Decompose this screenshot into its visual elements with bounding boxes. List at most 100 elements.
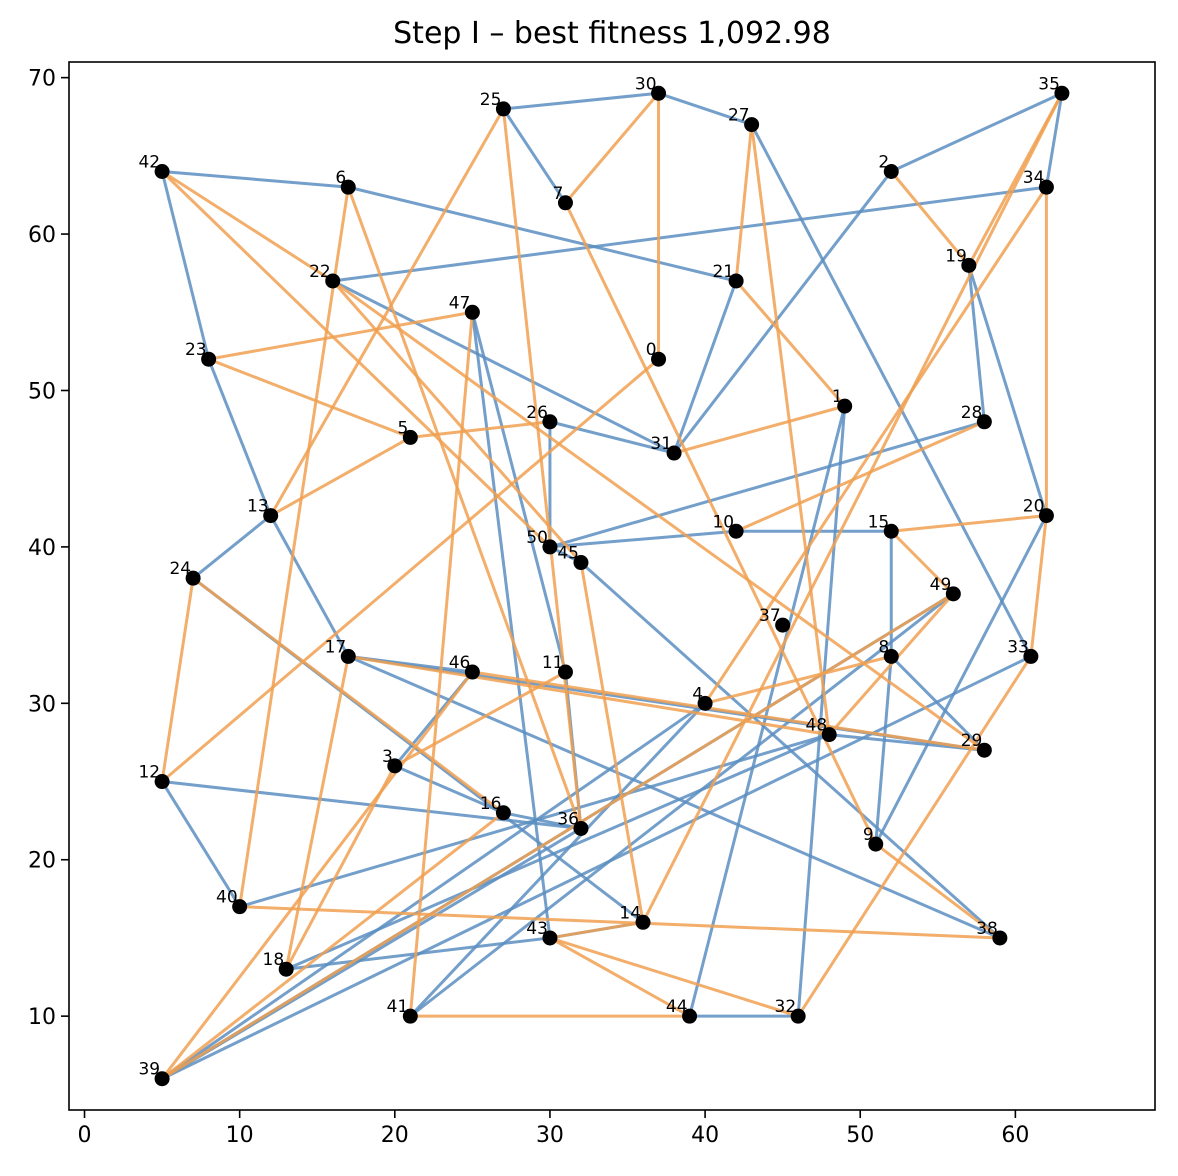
node-31 — [666, 445, 682, 461]
node-20 — [1038, 508, 1054, 524]
orange-edge-33-20 — [1029, 515, 1048, 657]
blue-edge-8-9 — [874, 656, 893, 845]
node-7 — [557, 195, 573, 211]
orange-edge-49-48 — [828, 592, 955, 736]
node-2 — [883, 163, 899, 179]
orange-edge-43-32 — [549, 936, 799, 1018]
node-4 — [697, 695, 713, 711]
node-40 — [232, 899, 248, 915]
nodes-layer — [154, 85, 1070, 1087]
blue-edge-42-23 — [160, 171, 211, 360]
node-label-21: 21 — [712, 262, 734, 282]
blue-edge-2-31 — [672, 170, 893, 454]
node-10 — [728, 523, 744, 539]
node-18 — [278, 961, 294, 977]
blue-edge-34-35 — [1044, 93, 1064, 188]
orange-edge-21-1 — [734, 280, 846, 408]
y-tick-label-60: 60 — [28, 223, 56, 248]
orange-edge-18-17 — [284, 656, 350, 970]
node-5 — [402, 429, 418, 445]
node-label-20: 20 — [1023, 497, 1045, 517]
node-8 — [883, 648, 899, 664]
node-labels-layer: 0123456789101112131415161718192021222324… — [138, 74, 1059, 1079]
orange-edge-17-48 — [348, 654, 830, 737]
node-label-36: 36 — [557, 809, 579, 829]
y-tick-label-10: 10 — [28, 1005, 56, 1030]
orange-edge-10-28 — [735, 420, 985, 533]
node-label-19: 19 — [945, 246, 967, 266]
orange-edge-3-18 — [284, 765, 397, 970]
orange-edge-40-6 — [238, 186, 350, 907]
node-label-40: 40 — [216, 888, 238, 908]
blue-edge-27-33 — [750, 123, 1033, 658]
node-label-11: 11 — [542, 653, 564, 673]
node-47 — [464, 304, 480, 320]
orange-edge-42-50 — [161, 170, 551, 548]
orange-edge-38-40 — [239, 905, 1000, 940]
blue-edge-24-13 — [192, 514, 272, 580]
node-12 — [154, 774, 170, 790]
node-label-43: 43 — [526, 919, 548, 939]
orange-edge-12-0 — [161, 358, 660, 783]
node-label-13: 13 — [247, 497, 269, 517]
orange-edge-39-16 — [161, 811, 505, 1080]
blue-edge-6-42 — [161, 169, 349, 189]
node-label-30: 30 — [635, 74, 657, 94]
node-44 — [682, 1008, 698, 1024]
node-45 — [573, 555, 589, 571]
node-48 — [821, 727, 837, 743]
node-label-2: 2 — [878, 152, 889, 172]
blue-edge-23-13 — [207, 358, 273, 517]
node-label-10: 10 — [712, 512, 734, 532]
node-49 — [945, 586, 961, 602]
orange-edge-27-21 — [734, 124, 754, 282]
blue-edge-26-31 — [549, 420, 675, 455]
node-35 — [1054, 85, 1070, 101]
blue-edge-13-17 — [269, 514, 350, 658]
x-tick-label-40: 40 — [691, 1123, 719, 1148]
blue-edge-22-34 — [332, 185, 1047, 283]
blue-edge-7-25 — [502, 108, 567, 204]
blue-edge-20-19 — [967, 264, 1048, 517]
node-15 — [883, 523, 899, 539]
node-29 — [976, 742, 992, 758]
node-25 — [495, 101, 511, 117]
node-label-49: 49 — [930, 575, 952, 595]
blue-edge-1-44 — [688, 405, 847, 1017]
orange-edge-46-39 — [160, 671, 474, 1080]
x-tick-label-50: 50 — [846, 1123, 874, 1148]
node-37 — [775, 617, 791, 633]
node-label-16: 16 — [480, 794, 502, 814]
orange-edge-16-24 — [192, 576, 505, 815]
blue-edge-35-2 — [890, 91, 1063, 173]
node-46 — [464, 664, 480, 680]
node-label-46: 46 — [449, 653, 471, 673]
node-1 — [837, 398, 853, 414]
node-label-47: 47 — [449, 293, 471, 313]
x-tick-label-0: 0 — [78, 1123, 92, 1148]
node-label-23: 23 — [185, 340, 207, 360]
orange-edge-9-38 — [874, 842, 1001, 940]
x-tick-label-20: 20 — [381, 1123, 409, 1148]
node-9 — [868, 836, 884, 852]
node-label-27: 27 — [728, 106, 750, 126]
y-tick-label-20: 20 — [28, 849, 56, 874]
plot-frame — [68, 61, 1156, 1111]
node-39 — [154, 1071, 170, 1087]
node-27 — [744, 117, 760, 133]
blue-edge-17-38 — [347, 655, 1001, 940]
node-13 — [263, 508, 279, 524]
node-label-9: 9 — [863, 825, 874, 845]
node-34 — [1038, 179, 1054, 195]
blue-edge-47-43 — [470, 312, 552, 939]
blue-edge-3-16 — [394, 764, 504, 815]
orange-edge-2-19 — [890, 170, 970, 267]
node-label-5: 5 — [397, 418, 408, 438]
orange-edge-48-27 — [750, 124, 831, 735]
node-6 — [340, 179, 356, 195]
blue-edge-18-48 — [285, 733, 830, 971]
node-label-3: 3 — [382, 747, 393, 767]
orange-edge-42-22 — [161, 170, 334, 283]
node-11 — [557, 664, 573, 680]
node-16 — [495, 805, 511, 821]
